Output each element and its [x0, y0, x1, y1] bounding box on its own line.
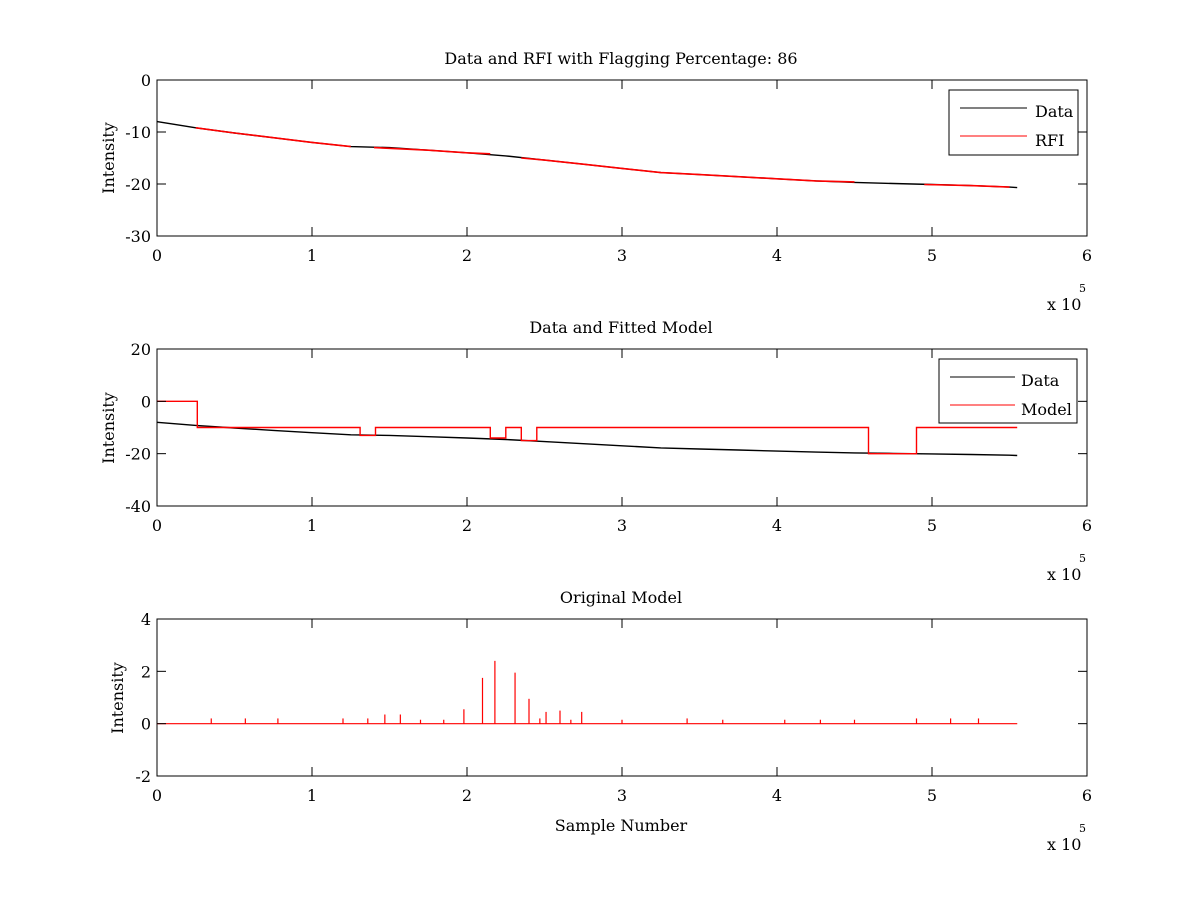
subplot-3-xtick-label: 1: [307, 786, 317, 805]
subplot-1-series-data-line: [156, 120, 1018, 189]
subplot-2-legend-label-model: Model: [1021, 400, 1072, 419]
subplot-1-legend-box: [948, 89, 1079, 156]
subplot-1-xtick-label: 0: [152, 246, 162, 265]
subplot-2-xtick-label: 0: [152, 516, 162, 535]
subplot-3-x-exponent-base: x 10: [1047, 835, 1081, 854]
subplot-2-ytick-label: -20: [125, 445, 151, 464]
subplot-2-xtick-label: 1: [307, 516, 317, 535]
subplot-1-legend-label-data: Data: [1035, 102, 1074, 121]
subplot-3-xtick-label: 0: [152, 786, 162, 805]
subplot-1-title: Data and RFI with Flagging Percentage: 8…: [444, 49, 797, 68]
subplot-2-xtick-label: 5: [927, 516, 937, 535]
subplot-2-xtick-label: 3: [617, 516, 627, 535]
subplot-3-axes-box: [156, 618, 1088, 777]
subplot-2-ytick-label: 0: [141, 392, 151, 411]
subplot-2-ytick-label: -40: [125, 497, 151, 516]
subplot-3-ytick-label: 4: [141, 610, 151, 629]
subplot-2-xtick-label: 6: [1082, 516, 1092, 535]
subplot-2-ylabel: Intensity: [99, 392, 118, 464]
subplot-1-series-rfi-segment: [373, 146, 491, 155]
subplot-3-ytick-label: 2: [141, 662, 151, 681]
subplot-1-xtick-label: 4: [772, 246, 782, 265]
subplot-3-ytick-label: 0: [141, 715, 151, 734]
subplot-1-xtick-label: 5: [927, 246, 937, 265]
subplot-1-legend: Data RFI: [948, 89, 1079, 156]
subplot-1-ytick-label: 0: [141, 71, 151, 90]
subplot-1-axes-box: [156, 79, 1088, 237]
subplot-3-xtick-label: 4: [772, 786, 782, 805]
subplot-1-ytick-label: -20: [125, 175, 151, 194]
subplot-3-x-exponent-power: 5: [1079, 822, 1086, 835]
subplot-2-legend-label-data: Data: [1021, 371, 1060, 390]
subplot-2-xtick-label: 2: [462, 516, 472, 535]
subplot-3-xlabel: Sample Number: [555, 816, 688, 835]
subplot-1-xtick-label: 2: [462, 246, 472, 265]
subplot-2-legend: Data Model: [938, 358, 1078, 424]
subplot-2: Data and Fitted Model Intensity 0 1 2 3 4 5 6 -…: [99, 318, 1092, 584]
subplot-1-xtick-label: 1: [307, 246, 317, 265]
subplot-1-x-exponent-power: 5: [1079, 282, 1086, 295]
subplot-2-x-exponent-power: 5: [1079, 552, 1086, 565]
subplot-1: Data and RFI with Flagging Percentage: 8…: [99, 49, 1092, 314]
subplot-1-xtick-label: 6: [1082, 246, 1092, 265]
subplot-3-xtick-label: 5: [927, 786, 937, 805]
subplot-1-ylabel: Intensity: [99, 122, 118, 194]
subplot-2-xtick-label: 4: [772, 516, 782, 535]
subplot-2-ytick-label: 20: [131, 340, 151, 359]
subplot-1-ytick-label: -30: [125, 227, 151, 246]
subplot-1-legend-label-rfi: RFI: [1035, 131, 1064, 150]
subplot-1-series-rfi-segment: [521, 157, 855, 183]
subplot-1-xtick-label: 3: [617, 246, 627, 265]
subplot-2-title: Data and Fitted Model: [529, 318, 712, 337]
subplot-1-x-exponent-base: x 10: [1047, 295, 1081, 314]
subplot-3-xtick-label: 3: [617, 786, 627, 805]
subplot-1-series-rfi-segment: [195, 127, 351, 148]
subplot-1-ytick-label: -10: [125, 123, 151, 142]
subplot-3-xtick-label: 6: [1082, 786, 1092, 805]
subplot-2-series-model-line: [157, 400, 1018, 455]
subplot-3-ytick-label: -2: [135, 767, 151, 786]
subplot-3-xtick-label: 2: [462, 786, 472, 805]
subplot-1-series-rfi-segment: [924, 183, 1010, 188]
subplot-2-x-exponent-base: x 10: [1047, 565, 1081, 584]
subplot-3-title: Original Model: [560, 588, 682, 607]
subplot-3-ylabel: Intensity: [108, 662, 127, 734]
subplot-2-legend-box: [938, 358, 1078, 424]
